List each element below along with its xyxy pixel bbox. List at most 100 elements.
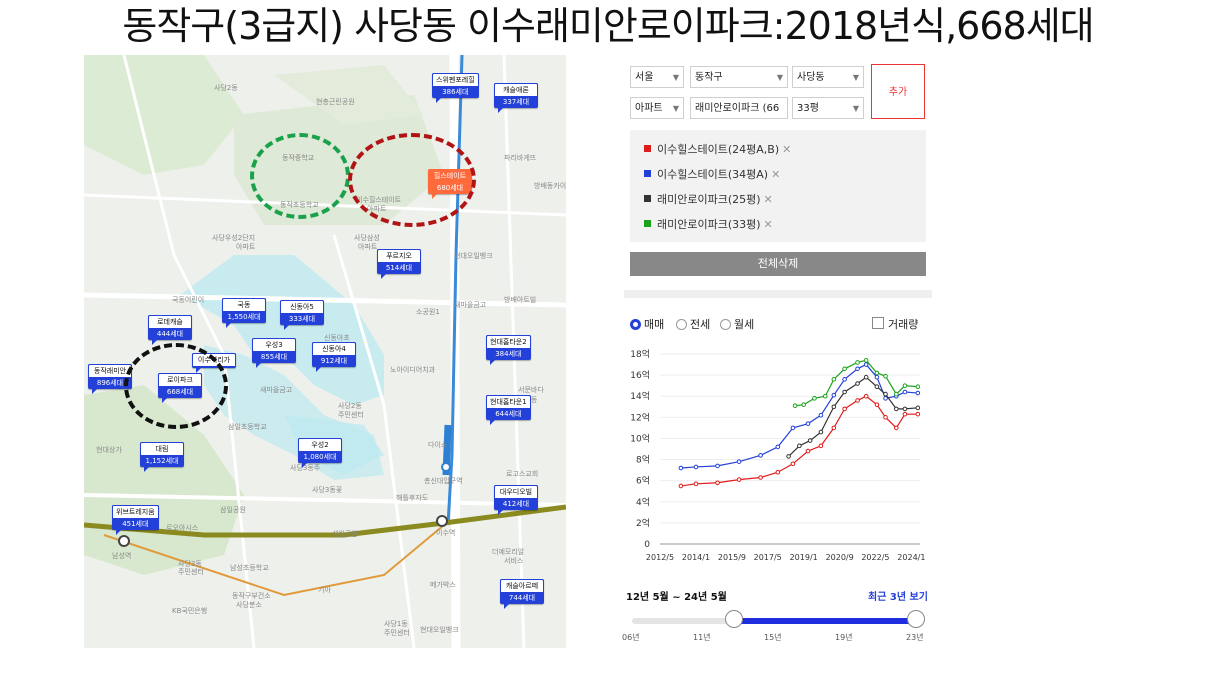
map-place-label: 이수역: [436, 529, 456, 537]
map-place-label: 현대오일뱅크: [420, 626, 459, 634]
complex-marker[interactable]: 신동아4 912세대: [312, 342, 356, 372]
complex-marker-count: 1,152세대: [145, 457, 179, 465]
data-point: [902, 406, 908, 412]
chevron-down-icon: ▼: [776, 73, 783, 82]
data-point: [775, 444, 781, 450]
black-dashed-ring: [124, 343, 228, 429]
complex-marker[interactable]: 캐슬아르떼 744세대: [500, 579, 544, 609]
data-point: [883, 391, 888, 397]
data-point: [842, 406, 847, 412]
series-line: [680, 395, 918, 487]
data-point: [874, 402, 880, 407]
complex-marker-name: 우성2: [298, 438, 342, 451]
complex-marker[interactable]: 현대홈타운1 644세대: [486, 395, 531, 425]
complex-marker-count: 451세대: [122, 520, 149, 528]
city-select[interactable]: 서울 ▼: [630, 66, 684, 88]
remove-icon[interactable]: ✕: [763, 218, 773, 231]
complex-marker[interactable]: 푸르지오 514세대: [377, 249, 421, 279]
data-point: [790, 425, 796, 431]
y-tick-label: 12억: [630, 411, 650, 423]
complex-marker-count: 744세대: [508, 594, 536, 602]
compare-item: 래미안로이파크(33평) ✕: [644, 216, 773, 232]
remove-icon[interactable]: ✕: [782, 143, 792, 156]
map-place-label: 방배동카이: [534, 182, 566, 190]
complex-marker-name: 캐슬아르떼: [500, 579, 544, 592]
y-tick-label: 2억: [636, 517, 650, 529]
map-place-label: 주민센터: [384, 629, 410, 637]
volume-checkbox[interactable]: 거래량: [872, 316, 918, 332]
complex-marker-name: 캐슬애론: [494, 83, 538, 96]
add-button[interactable]: 추가: [871, 64, 925, 119]
price-chart: 0 2억 4억 6억 8억 10억 12억 14억 16억 18억 2012/5 2014/1 2015…: [630, 348, 925, 562]
data-point: [758, 475, 763, 480]
complex-marker[interactable]: 스위펜포레힐 386세대: [432, 73, 479, 103]
data-point: [792, 403, 798, 409]
data-point: [842, 366, 847, 372]
complex-marker[interactable]: 대우디오빌 412세대: [494, 485, 538, 515]
map-place-label: 국동어린이: [172, 296, 205, 304]
complex-marker[interactable]: 캐슬애론 337세대: [494, 83, 538, 113]
map-place-label: 파리바게뜨: [504, 154, 537, 162]
complex-marker[interactable]: 우성2 1,080세대: [298, 438, 342, 468]
map-place-label: 사당3동꽃: [312, 486, 343, 494]
map-place-label: 서비스: [504, 557, 524, 565]
chevron-down-icon: ▼: [852, 104, 859, 113]
y-tick-label: 16억: [630, 369, 650, 381]
size-select[interactable]: 33평 ▼: [792, 97, 864, 119]
complex-marker[interactable]: 우성3 855세대: [252, 338, 296, 368]
compare-item-label: 이수힐스테이트(34평A): [657, 168, 769, 181]
data-point: [758, 453, 763, 458]
complex-marker[interactable]: 현대홈타운2 384세대: [486, 335, 531, 365]
data-point: [801, 402, 806, 407]
map-place-label: 로오아시스: [166, 524, 199, 532]
complex-marker-count: 444세대: [156, 330, 184, 338]
complex-marker-name: 우성3: [252, 338, 296, 351]
compare-item-label: 이수힐스테이트(24평A,B): [657, 143, 780, 156]
data-point: [818, 443, 824, 449]
range-end-handle[interactable]: [907, 610, 925, 628]
complex-marker[interactable]: 위브트레지움 451세대: [112, 505, 159, 535]
compare-item: 이수힐스테이트(24평A,B) ✕: [644, 141, 791, 157]
compare-list: 이수힐스테이트(24평A,B) ✕ 이수힐스테이트(34평A) ✕ 래미안로이파크(…: [630, 130, 926, 242]
map-place-label: 사당3동: [178, 560, 202, 568]
data-point: [678, 483, 684, 489]
remove-icon[interactable]: ✕: [771, 168, 781, 181]
recent-3y-link[interactable]: 최근 3년 보기: [868, 592, 928, 603]
complex-marker-name: 신동아5: [280, 300, 324, 313]
data-point: [715, 480, 720, 486]
slide-title: 동작구(3급지) 사당동 이수래미안로이파크:2018년식,668세대: [122, 4, 1094, 48]
map-place-label: 사당1동: [384, 620, 408, 628]
red-dashed-ring: [348, 133, 476, 227]
radio-unchecked-icon: [720, 319, 731, 330]
complex-marker[interactable]: 로데캐슬 444세대: [148, 315, 192, 345]
remove-icon[interactable]: ✕: [763, 193, 773, 206]
data-point: [874, 370, 880, 376]
map-place-label: 남성역: [112, 552, 132, 560]
gu-value: 동작구: [695, 72, 723, 83]
delete-all-button[interactable]: 전체삭제: [630, 252, 926, 276]
complex-marker-name: 스위펜포레힐: [432, 73, 479, 86]
type-select[interactable]: 아파트 ▼: [630, 97, 684, 119]
complex-marker[interactable]: 동작래미안 896세대: [88, 364, 132, 394]
map-place-label: 총신대입구역: [424, 477, 463, 485]
complex-marker[interactable]: 국동 1,550세대: [222, 298, 266, 328]
radio-monthly[interactable]: 월세: [720, 316, 754, 332]
x-tick-label: 2014/1: [682, 553, 710, 562]
complex-marker[interactable]: 대림 1,152세대: [140, 442, 184, 472]
gu-select[interactable]: 동작구 ▼: [690, 66, 788, 88]
y-tick-label: 8억: [636, 454, 650, 466]
map-place-label: 새마을금고: [454, 301, 487, 309]
radio-jeonse[interactable]: 전세: [676, 316, 710, 332]
compare-item-label: 래미안로이파크(33평): [657, 218, 761, 231]
compare-item: 이수힐스테이트(34평A) ✕: [644, 166, 780, 182]
chevron-down-icon: ▼: [852, 73, 859, 82]
range-start-handle[interactable]: [725, 610, 744, 628]
complex-marker[interactable]: 신동아5 333세대: [280, 300, 324, 330]
dong-select[interactable]: 사당동 ▼: [792, 66, 864, 88]
map-view[interactable]: 사당2동 현충근린공원 동작중학교 동작초등학교 이수힐스테이트 아파트 사당우성2단지 아파…: [84, 55, 566, 648]
complex-marker-name: 로데캐슬: [148, 315, 192, 328]
size-value: 33평: [797, 103, 819, 114]
map-place-label: 현대상가: [96, 446, 122, 454]
radio-sale[interactable]: 매매: [630, 316, 664, 332]
complex-select[interactable]: 래미안로이파크 (66: [690, 97, 788, 119]
